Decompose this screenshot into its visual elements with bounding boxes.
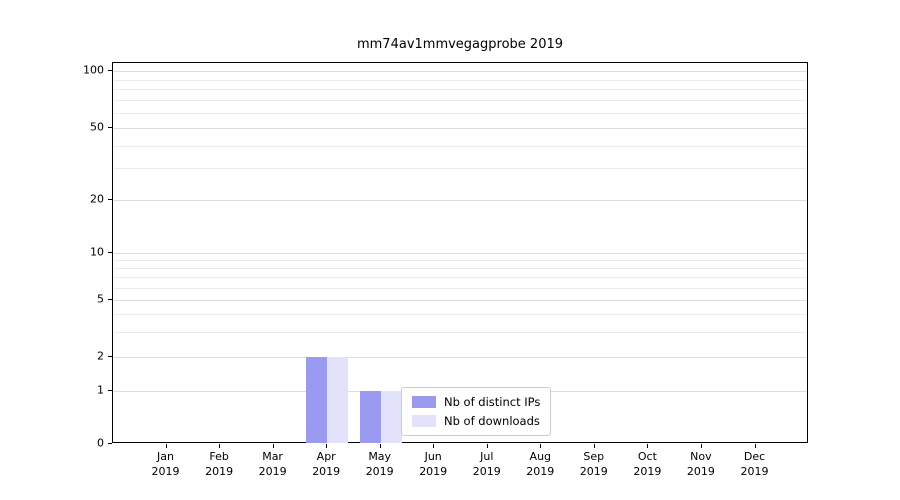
- y-minor-gridline: [113, 168, 807, 170]
- y-tick-label: 5: [97, 292, 104, 306]
- x-tick-month: Nov: [690, 450, 712, 463]
- x-tick-label: May 2019: [350, 449, 410, 479]
- y-major-gridline: [113, 300, 807, 301]
- y-minor-gridline: [113, 277, 807, 279]
- y-tick-label: 0: [97, 436, 104, 450]
- y-tick-label: 20: [90, 192, 104, 206]
- x-tick-mark: [165, 444, 167, 448]
- legend-swatch: [412, 415, 436, 427]
- x-tick-month: Mar: [262, 450, 283, 463]
- x-tick-mark: [326, 444, 328, 448]
- y-minor-gridline: [113, 145, 807, 147]
- x-tick-mark: [219, 444, 221, 448]
- y-major-gridline: [113, 128, 807, 130]
- y-tick-label: 2: [97, 349, 104, 363]
- y-tick-mark: [108, 443, 112, 444]
- x-tick-mark: [593, 444, 595, 448]
- x-tick-year: 2019: [526, 465, 555, 478]
- bar-nb-of-distinct-ips: [306, 357, 328, 443]
- x-tick-year: 2019: [633, 465, 662, 478]
- y-major-gridline: [113, 253, 807, 255]
- x-tick-year: 2019: [312, 465, 341, 478]
- x-tick-month: Jul: [480, 450, 494, 463]
- y-axis-tick-labels: 0 1 2 5 10 20 50 100: [40, 62, 104, 450]
- legend-item: Nb of distinct IPs: [412, 395, 540, 409]
- y-major-gridline: [113, 71, 807, 72]
- x-tick-label: Aug 2019: [510, 449, 570, 479]
- x-tick-month: Apr: [316, 450, 336, 463]
- x-tick-label: Jan 2019: [136, 449, 196, 479]
- y-tick-mark: [108, 252, 112, 254]
- y-tick-label: 1: [97, 383, 104, 397]
- x-tick-year: 2019: [205, 465, 234, 478]
- x-tick-mark: [272, 444, 274, 448]
- bar-nb-of-distinct-ips: [359, 391, 381, 443]
- x-tick-year: 2019: [579, 465, 608, 478]
- x-tick-label: Sep 2019: [564, 449, 624, 479]
- x-tick-year: 2019: [151, 465, 180, 478]
- x-tick-year: 2019: [686, 465, 715, 478]
- y-minor-gridline: [113, 113, 807, 115]
- y-minor-gridline: [113, 100, 807, 102]
- x-tick-month: May: [368, 450, 392, 463]
- x-tick-label: Nov 2019: [671, 449, 731, 479]
- x-tick-label: Mar 2019: [243, 449, 303, 479]
- y-minor-gridline: [113, 313, 807, 315]
- y-tick-mark: [108, 70, 112, 71]
- legend-label: Nb of downloads: [444, 414, 540, 428]
- y-tick-mark: [108, 199, 112, 201]
- legend-item: Nb of downloads: [412, 414, 540, 428]
- y-major-gridline: [113, 200, 807, 202]
- chart-title: mm74av1mmvegagprobe 2019: [356, 37, 564, 52]
- x-tick-month: Aug: [529, 450, 552, 463]
- y-tick-label: 100: [83, 63, 104, 77]
- x-tick-month: Oct: [637, 450, 657, 463]
- x-tick-month: Jan: [157, 450, 174, 463]
- x-tick-mark: [433, 444, 435, 448]
- x-tick-year: 2019: [419, 465, 448, 478]
- x-tick-mark: [540, 444, 542, 448]
- legend-label: Nb of distinct IPs: [444, 395, 541, 409]
- x-tick-year: 2019: [472, 465, 501, 478]
- bar-nb-of-downloads: [380, 391, 402, 443]
- y-minor-gridline: [113, 79, 807, 81]
- bar-nb-of-downloads: [327, 357, 349, 443]
- x-tick-mark: [647, 444, 649, 448]
- x-tick-year: 2019: [365, 465, 394, 478]
- x-tick-label: Apr 2019: [296, 449, 356, 479]
- x-tick-year: 2019: [258, 465, 287, 478]
- x-tick-mark: [379, 444, 381, 448]
- x-tick-label: Jun 2019: [403, 449, 463, 479]
- plot-area: Nb of distinct IPs Nb of downloads: [112, 62, 808, 443]
- y-tick-mark: [108, 127, 112, 129]
- x-tick-month: Dec: [743, 450, 766, 463]
- y-major-gridline: [113, 357, 807, 359]
- y-minor-gridline: [113, 260, 807, 262]
- x-tick-month: Sep: [583, 450, 605, 463]
- y-tick-label: 50: [90, 120, 104, 134]
- y-minor-gridline: [113, 89, 807, 91]
- x-tick-month: Jun: [424, 450, 442, 463]
- x-tick-label: Oct 2019: [617, 449, 677, 479]
- x-tick-year: 2019: [740, 465, 769, 478]
- x-tick-month: Feb: [209, 450, 229, 463]
- x-tick-mark: [700, 444, 702, 448]
- x-tick-mark: [486, 444, 488, 448]
- legend-swatch: [412, 396, 436, 408]
- x-tick-mark: [754, 444, 756, 448]
- y-tick-mark: [108, 390, 112, 391]
- x-tick-label: Dec 2019: [725, 449, 785, 479]
- y-tick-mark: [108, 356, 112, 358]
- legend: Nb of distinct IPs Nb of downloads: [401, 387, 552, 436]
- y-minor-gridline: [113, 287, 807, 289]
- y-tick-mark: [108, 299, 112, 300]
- y-minor-gridline: [113, 268, 807, 270]
- x-axis-tick-labels: Jan 2019 Feb 2019 Mar 2019 Apr 2019 May 2019 Jun 20…: [112, 449, 808, 485]
- y-tick-label: 10: [90, 245, 104, 259]
- x-tick-label: Jul 2019: [457, 449, 517, 479]
- y-minor-gridline: [113, 331, 807, 333]
- x-tick-label: Feb 2019: [189, 449, 249, 479]
